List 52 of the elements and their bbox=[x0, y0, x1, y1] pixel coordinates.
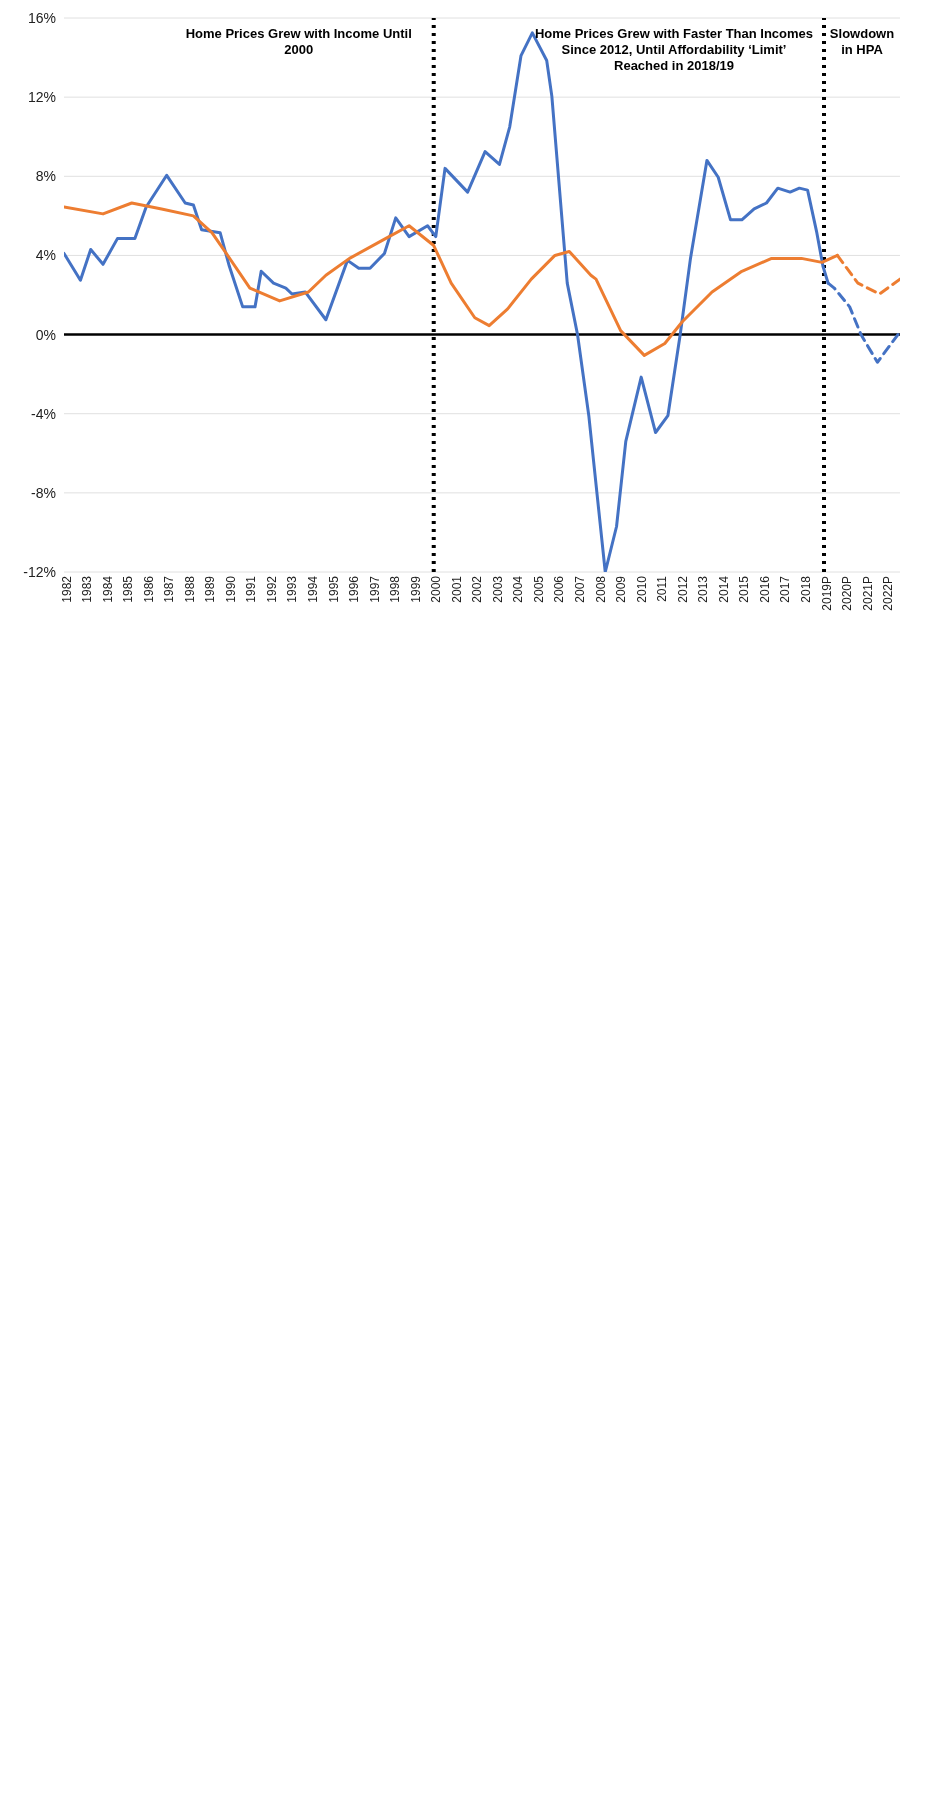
x-tick-label: 1999 bbox=[408, 575, 423, 603]
x-tick-label: 2016 bbox=[757, 575, 772, 603]
x-tick-label: 1986 bbox=[141, 575, 156, 603]
x-tick-label: 2005 bbox=[531, 575, 546, 603]
x-tick-label: 2002 bbox=[470, 575, 485, 603]
x-tick-label: 2000 bbox=[429, 575, 444, 603]
x-tick-label: 2012 bbox=[675, 575, 690, 603]
x-tick-label: 1997 bbox=[367, 575, 382, 603]
x-tick-label: 1991 bbox=[244, 575, 259, 603]
annotation: Home Prices Grew with Faster Than Incomes Since 2012, Until Affordability ‘Limit’ Reached in 2018/19 bbox=[534, 26, 814, 74]
x-tick-label: 2021P bbox=[860, 576, 875, 611]
x-tick-label: 1990 bbox=[223, 575, 238, 603]
x-tick-label: 1989 bbox=[203, 575, 218, 603]
x-tick-label: 2014 bbox=[716, 575, 731, 603]
x-tick-label: 2007 bbox=[573, 575, 588, 603]
x-tick-label: 2001 bbox=[449, 575, 464, 603]
y-tick-label: -12% bbox=[23, 563, 56, 580]
annotation: Home Prices Grew with Income Until 2000 bbox=[184, 26, 413, 58]
x-tick-label: 1992 bbox=[264, 575, 279, 603]
x-tick-label: 2006 bbox=[552, 575, 567, 603]
x-tick-label: 2017 bbox=[778, 575, 793, 603]
x-tick-label: 2022P bbox=[881, 576, 896, 611]
x-tick-label: 1996 bbox=[347, 575, 362, 603]
x-tick-label: 1985 bbox=[121, 575, 136, 603]
x-tick-label: 2015 bbox=[737, 575, 752, 603]
y-tick-label: -4% bbox=[31, 405, 56, 422]
x-tick-label: 2008 bbox=[593, 575, 608, 603]
x-tick-label: 1982 bbox=[59, 575, 74, 603]
x-tick-label: 1987 bbox=[162, 575, 177, 603]
x-tick-label: 1988 bbox=[182, 575, 197, 603]
x-tick-label: 2019P bbox=[819, 576, 834, 611]
x-tick-label: 2013 bbox=[696, 575, 711, 603]
y-tick-label: 12% bbox=[27, 89, 56, 106]
x-tick-label: 1994 bbox=[306, 575, 321, 603]
x-tick-label: 1993 bbox=[285, 575, 300, 603]
x-tick-label: 2009 bbox=[614, 575, 629, 603]
x-tick-label: 1995 bbox=[326, 575, 341, 603]
x-tick-label: 1984 bbox=[100, 575, 115, 603]
x-tick-label: 2003 bbox=[490, 575, 505, 603]
x-tick-label: 2004 bbox=[511, 575, 526, 603]
x-tick-label: 2020P bbox=[840, 576, 855, 611]
y-tick-label: -8% bbox=[31, 484, 56, 501]
x-tick-label: 1998 bbox=[388, 575, 403, 603]
x-tick-label: 2018 bbox=[798, 575, 813, 603]
y-tick-label: 8% bbox=[35, 168, 56, 185]
y-tick-label: 16% bbox=[27, 9, 56, 26]
x-tick-label: 2010 bbox=[634, 575, 649, 603]
annotation: Slowdown in HPA bbox=[828, 26, 896, 58]
y-tick-label: 0% bbox=[35, 326, 56, 343]
x-tick-label: 1983 bbox=[80, 575, 95, 603]
x-tick-label: 2011 bbox=[655, 575, 670, 602]
y-tick-label: 4% bbox=[35, 247, 56, 264]
